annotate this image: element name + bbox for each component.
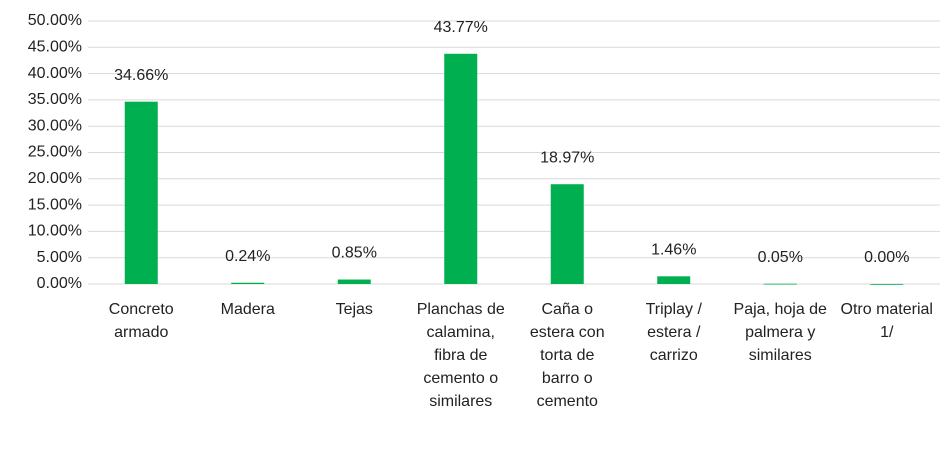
y-tick-label: 25.00% <box>28 144 82 161</box>
y-tick-label: 40.00% <box>28 65 82 82</box>
y-tick-label: 30.00% <box>28 117 82 134</box>
x-tick-label: Tejas <box>335 301 373 318</box>
bar <box>231 282 265 284</box>
y-tick-label: 10.00% <box>28 223 82 240</box>
x-tick-label: Concreto armado <box>108 301 174 341</box>
x-tick-label: Triplay / estera / carrizo <box>645 301 702 364</box>
data-label: 0.85% <box>332 245 377 262</box>
y-tick-label: 5.00% <box>37 249 82 266</box>
data-label: 0.00% <box>864 249 909 266</box>
y-tick-label: 0.00% <box>37 275 82 292</box>
data-label: 18.97% <box>540 149 594 166</box>
y-tick-label: 15.00% <box>28 196 82 213</box>
data-label: 0.05% <box>758 249 803 266</box>
bar <box>337 279 371 284</box>
y-tick-label: 35.00% <box>28 91 82 108</box>
data-label: 43.77% <box>434 19 488 36</box>
bar <box>444 53 478 284</box>
bar <box>657 276 691 284</box>
x-tick-label: Madera <box>220 301 275 318</box>
bar <box>550 184 584 284</box>
bar <box>763 283 797 285</box>
x-tick-label: Planchas de calamina, fibra de cemento o… <box>416 301 505 410</box>
y-tick-label: 20.00% <box>28 170 82 187</box>
data-label: 1.46% <box>651 242 696 259</box>
bar <box>124 101 158 284</box>
y-tick-label: 50.00% <box>28 12 82 29</box>
bar <box>870 284 904 285</box>
data-label: 0.24% <box>225 248 270 265</box>
data-label: 34.66% <box>114 67 168 84</box>
y-tick-label: 45.00% <box>28 39 82 56</box>
x-tick-label: Otro material 1/ <box>840 301 933 341</box>
x-tick-label: Paja, hoja de palmera y similares <box>733 301 827 364</box>
x-tick-label: Caña o estera con torta de barro o cemen… <box>529 301 605 410</box>
